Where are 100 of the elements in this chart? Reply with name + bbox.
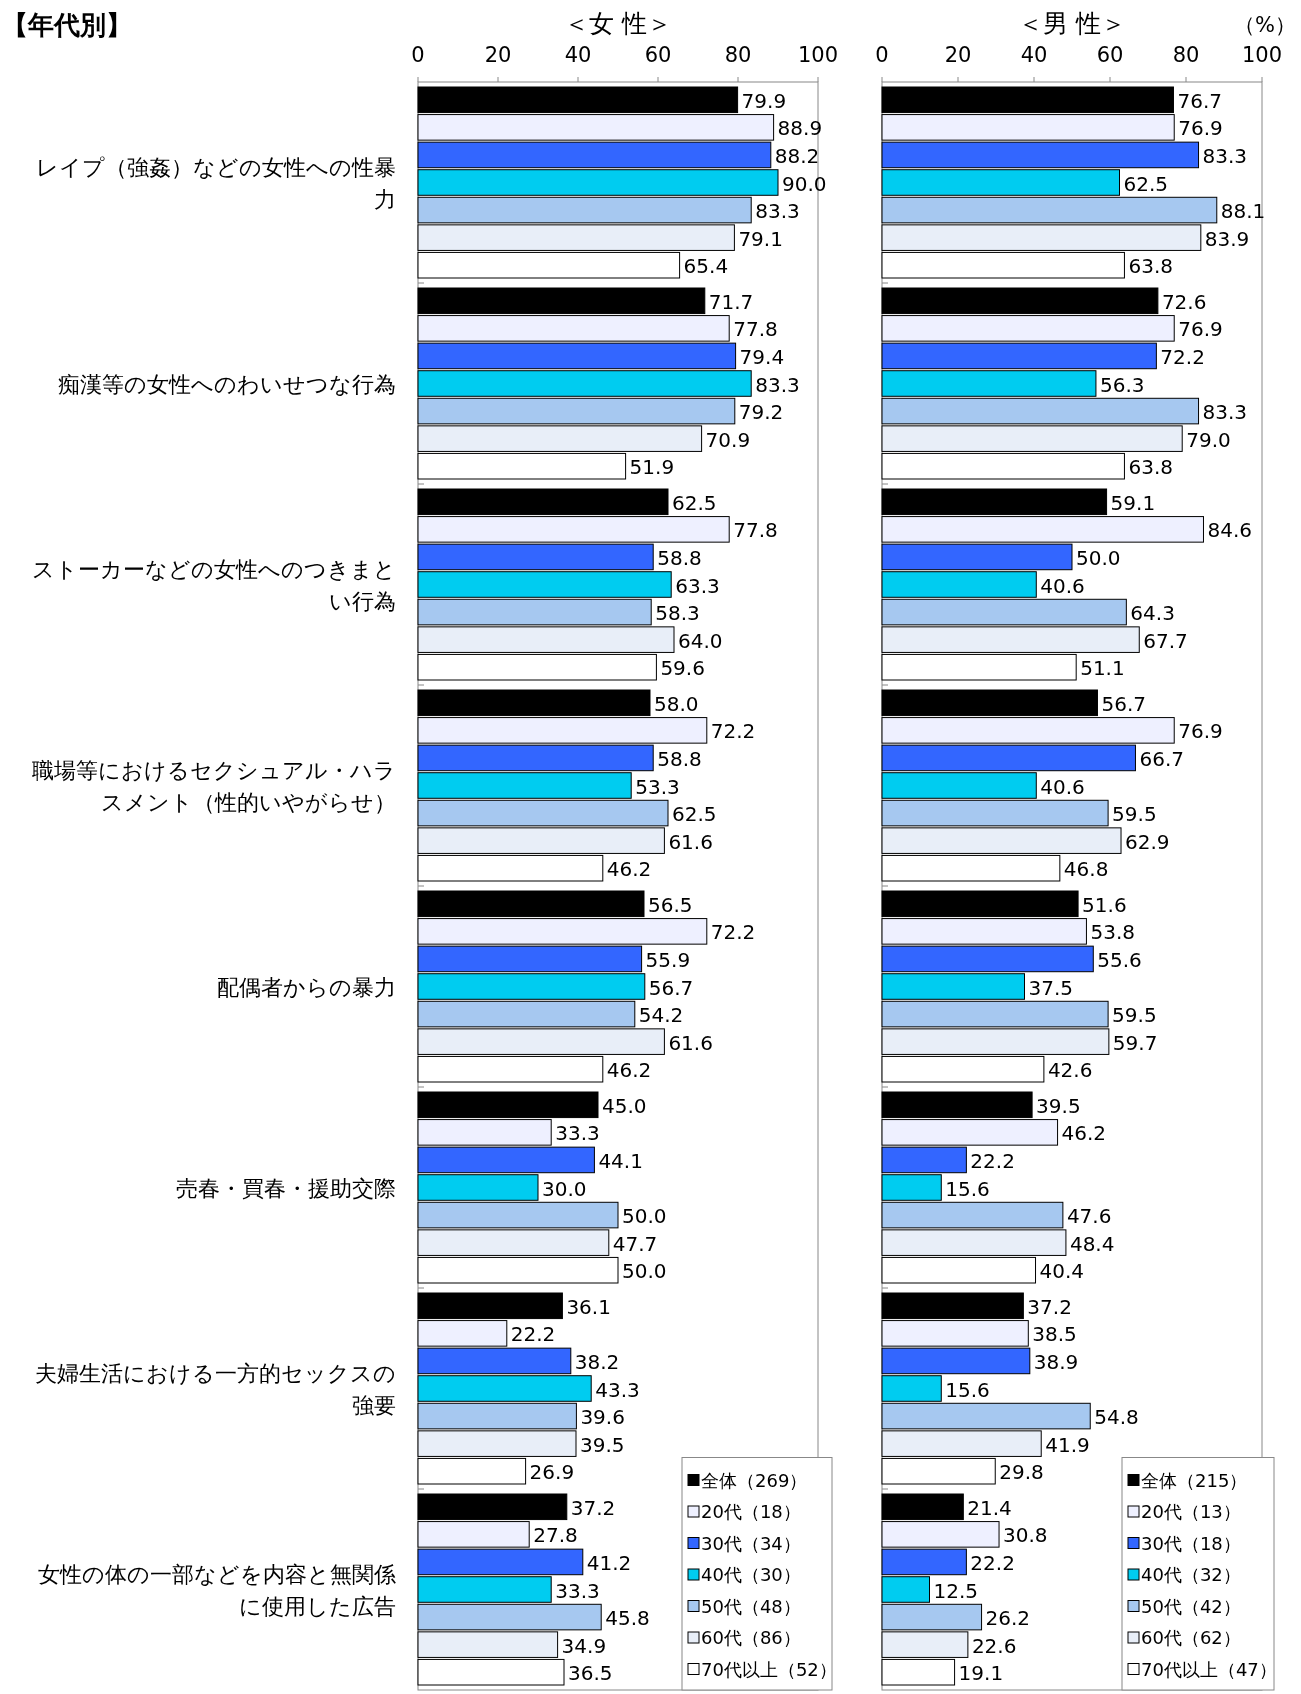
data-label: 50.0 [622, 1259, 667, 1284]
x-tick-label: 0 [411, 43, 425, 67]
data-label: 42.6 [1047, 1058, 1093, 1083]
data-label: 83.9 [1204, 226, 1250, 251]
data-label: 79.0 [1186, 427, 1231, 452]
chart-subtitle: ＜女 性＞ [564, 9, 672, 38]
data-label: 46.2 [606, 1058, 652, 1083]
x-tick-label: 20 [944, 43, 972, 67]
y-tick-label: 女性の体の一部などを内容と無関係に使用した広告 [38, 1561, 396, 1619]
data-label: 83.3 [755, 372, 800, 397]
data-label: 30.0 [542, 1176, 587, 1201]
data-label: 72.6 [1161, 289, 1207, 314]
legend-label: 50代（48） [701, 1595, 801, 1617]
data-label: 71.7 [708, 289, 754, 314]
x-tick-label: 80 [724, 43, 752, 67]
data-label: 44.1 [598, 1148, 643, 1173]
x-tick-label: 100 [1241, 43, 1283, 67]
data-label: 79.9 [741, 88, 787, 113]
data-label: 53.3 [635, 774, 680, 799]
data-label: 77.8 [733, 518, 778, 543]
legend-label: 70代以上（47） [1141, 1658, 1277, 1680]
data-label: 50.0 [1076, 545, 1121, 570]
data-label: 63.8 [1128, 455, 1173, 480]
data-label: 88.2 [774, 143, 820, 168]
data-label: 61.6 [668, 1030, 713, 1055]
data-label: 38.5 [1032, 1322, 1077, 1347]
data-label: 30.8 [1003, 1523, 1048, 1548]
data-label: 38.9 [1033, 1349, 1079, 1374]
data-label: 41.9 [1045, 1432, 1090, 1457]
data-label: 22.6 [971, 1633, 1017, 1658]
text: （%） [1234, 13, 1296, 37]
data-label: 55.6 [1097, 947, 1142, 972]
x-tick-label: 40 [1020, 43, 1048, 67]
x-tick-label: 40 [564, 43, 592, 67]
data-label: 46.2 [606, 857, 652, 882]
data-label: 59.5 [1112, 1003, 1157, 1028]
data-label: 26.2 [985, 1606, 1031, 1631]
data-label: 12.5 [933, 1578, 979, 1603]
data-label: 66.7 [1139, 746, 1184, 771]
data-label: 43.3 [595, 1377, 640, 1402]
data-label: 72.2 [710, 920, 756, 945]
data-label: 40.6 [1040, 774, 1085, 799]
data-label: 21.4 [967, 1495, 1012, 1520]
data-label: 58.8 [657, 746, 702, 771]
data-label: 59.1 [1110, 490, 1156, 515]
data-label: 83.3 [755, 199, 800, 224]
legend-label: 20代（13） [1141, 1501, 1241, 1522]
data-label: 83.3 [1202, 143, 1248, 168]
data-label: 45.8 [605, 1606, 650, 1631]
data-label: 59.7 [1112, 1030, 1158, 1055]
data-label: 33.3 [555, 1121, 600, 1146]
data-label: 39.5 [580, 1432, 625, 1457]
data-label: 53.8 [1090, 920, 1135, 945]
data-label: 62.5 [672, 490, 717, 515]
chart-subtitle: ＜男 性＞ [1018, 9, 1126, 38]
data-label: 84.6 [1207, 518, 1253, 543]
data-label: 63.8 [1128, 254, 1173, 279]
data-label: 47.6 [1066, 1204, 1112, 1229]
y-tick-label: 痴漢等の女性へのわいせつな行為 [58, 371, 396, 397]
data-label: 79.2 [738, 400, 784, 425]
data-label: 39.5 [1036, 1093, 1081, 1118]
data-label: 50.0 [622, 1204, 667, 1229]
data-label: 67.7 [1143, 628, 1188, 653]
data-label: 70.9 [705, 427, 751, 452]
data-label: 22.2 [970, 1550, 1015, 1575]
y-tick-label: 夫婦生活における一方的セックスの強要 [35, 1360, 396, 1418]
legend-label: 50代（42） [1141, 1595, 1241, 1617]
data-label: 59.5 [1112, 802, 1157, 827]
data-label: 58.8 [657, 545, 702, 570]
data-label: 56.7 [1101, 691, 1146, 716]
x-tick-label: 60 [644, 43, 672, 67]
legend-label: 30代（34） [701, 1532, 801, 1554]
data-label: 58.3 [655, 601, 700, 626]
data-label: 88.1 [1220, 199, 1266, 224]
data-label: 65.4 [683, 254, 729, 279]
data-label: 36.1 [566, 1294, 611, 1319]
legend-label: 30代（18） [1141, 1532, 1241, 1554]
data-label: 46.8 [1063, 857, 1109, 882]
data-label: 22.2 [970, 1148, 1015, 1173]
legend-label: 20代（18） [701, 1501, 801, 1522]
data-label: 54.2 [638, 1003, 684, 1028]
x-tick-label: 0 [875, 43, 889, 67]
x-tick-label: 100 [797, 43, 839, 67]
data-label: 62.5 [1123, 171, 1169, 196]
data-label: 54.8 [1094, 1405, 1139, 1430]
data-label: 33.3 [555, 1578, 600, 1603]
legend-label: 40代（30） [701, 1564, 801, 1585]
x-tick-label: 20 [484, 43, 512, 67]
data-label: 58.0 [654, 691, 699, 716]
data-label: 51.9 [629, 455, 675, 480]
text: 【年代別】 [2, 10, 132, 40]
data-label: 38.2 [574, 1349, 620, 1374]
data-label: 37.2 [570, 1495, 616, 1520]
data-label: 76.9 [1178, 116, 1223, 141]
legend-label: 70代以上（52） [701, 1658, 837, 1680]
y-tick-label: ストーカーなどの女性へのつきまとい行為 [32, 556, 396, 614]
y-tick-label: 売春・買春・援助交際 [176, 1175, 396, 1201]
data-label: 62.5 [672, 802, 717, 827]
data-label: 88.9 [777, 116, 823, 141]
data-label: 22.2 [510, 1322, 556, 1347]
